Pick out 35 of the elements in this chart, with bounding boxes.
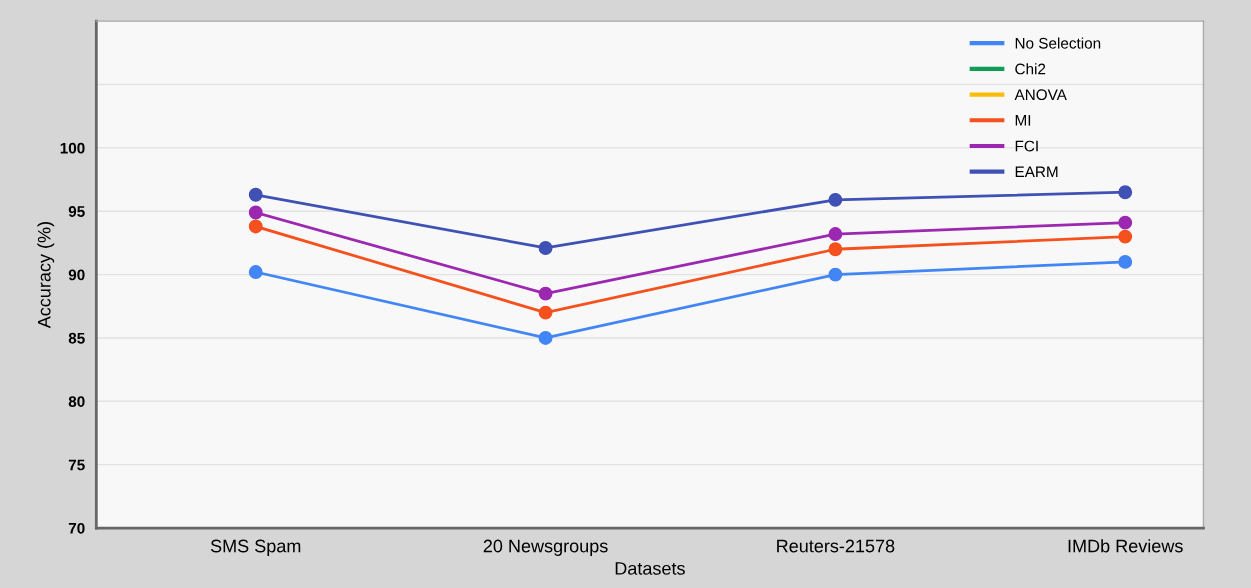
- x-tick-label: IMDb Reviews: [1068, 539, 1183, 553]
- point: [828, 227, 843, 241]
- point: [1118, 254, 1133, 269]
- y-tick-label: 95: [68, 206, 85, 217]
- point: [1118, 215, 1133, 230]
- legend-label: FCI: [1015, 140, 1038, 152]
- point: [248, 187, 263, 202]
- point: [1118, 229, 1133, 244]
- point: [538, 331, 553, 345]
- x-tick-label: 20 Newsgroups: [483, 539, 608, 556]
- y-tick-label: 85: [68, 332, 85, 344]
- point: [538, 305, 553, 320]
- point: [1118, 185, 1133, 200]
- legend-label: Chi2: [1015, 63, 1046, 75]
- point: [538, 241, 553, 255]
- legend-label: MI: [1015, 115, 1031, 126]
- point: [828, 242, 843, 257]
- point: [828, 192, 843, 207]
- point: [828, 267, 843, 282]
- legend-label: No Selection: [1015, 37, 1101, 49]
- y-tick-label: 75: [68, 459, 85, 471]
- legend-label: EARM: [1015, 166, 1058, 178]
- x-axis-title: Datasets: [615, 562, 685, 575]
- x-tick-label: SMS Spam: [210, 539, 301, 556]
- legend-label: ANOVA: [1014, 89, 1067, 101]
- y-axis-title: Accuracy (%): [37, 222, 55, 329]
- point: [538, 286, 553, 301]
- y-tick-label: 80: [68, 396, 85, 407]
- point: [248, 265, 263, 280]
- point: [248, 205, 263, 220]
- y-tick-label: 100: [60, 142, 85, 154]
- y-tick-label: 70: [68, 522, 85, 534]
- y-tick-label: 90: [68, 269, 85, 281]
- x-tick-label: Reuters-21578: [777, 539, 895, 553]
- point: [248, 219, 263, 234]
